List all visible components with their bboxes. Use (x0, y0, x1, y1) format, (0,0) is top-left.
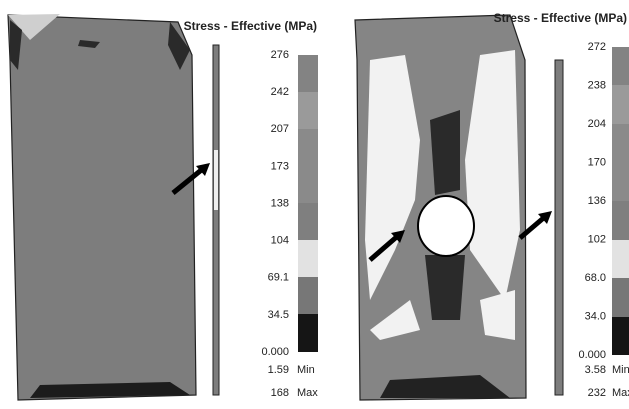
max-label: Max (297, 387, 318, 399)
min-value: 1.59 (268, 364, 289, 376)
scale-label: 173 (271, 160, 289, 172)
max-label: Max (612, 387, 629, 399)
max-value: 232 (588, 387, 606, 399)
min-value: 3.58 (585, 364, 606, 376)
scale-label: 272 (588, 41, 606, 53)
scale-label: 204 (588, 118, 606, 130)
scale-label: 276 (271, 49, 289, 61)
scale-label: 0.000 (578, 349, 606, 361)
scale-label: 136 (588, 195, 606, 207)
scale-label: 104 (271, 235, 289, 247)
scale-label: 138 (271, 197, 289, 209)
right-colorbar (612, 47, 629, 355)
figure: Stress - Effective (MPa) Stress - Effect… (0, 0, 629, 409)
scale-label: 207 (271, 123, 289, 135)
right-title: Stress - Effective (MPa) (494, 11, 627, 25)
left-model (8, 14, 219, 400)
scale-label: 238 (588, 79, 606, 91)
scale-label: 34.5 (268, 309, 289, 321)
scale-label: 68.0 (585, 272, 606, 284)
left-colorbar (298, 55, 318, 352)
scale-label: 69.1 (268, 272, 289, 284)
scale-label: 0.000 (261, 346, 289, 358)
scale-label: 242 (271, 86, 289, 98)
scale-label: 102 (588, 233, 606, 245)
min-label: Min (297, 364, 315, 376)
min-label: Min (612, 364, 629, 376)
scale-label: 34.0 (585, 310, 606, 322)
max-value: 168 (271, 387, 289, 399)
left-title: Stress - Effective (MPa) (184, 19, 317, 33)
right-model (355, 15, 563, 400)
scale-label: 170 (588, 156, 606, 168)
